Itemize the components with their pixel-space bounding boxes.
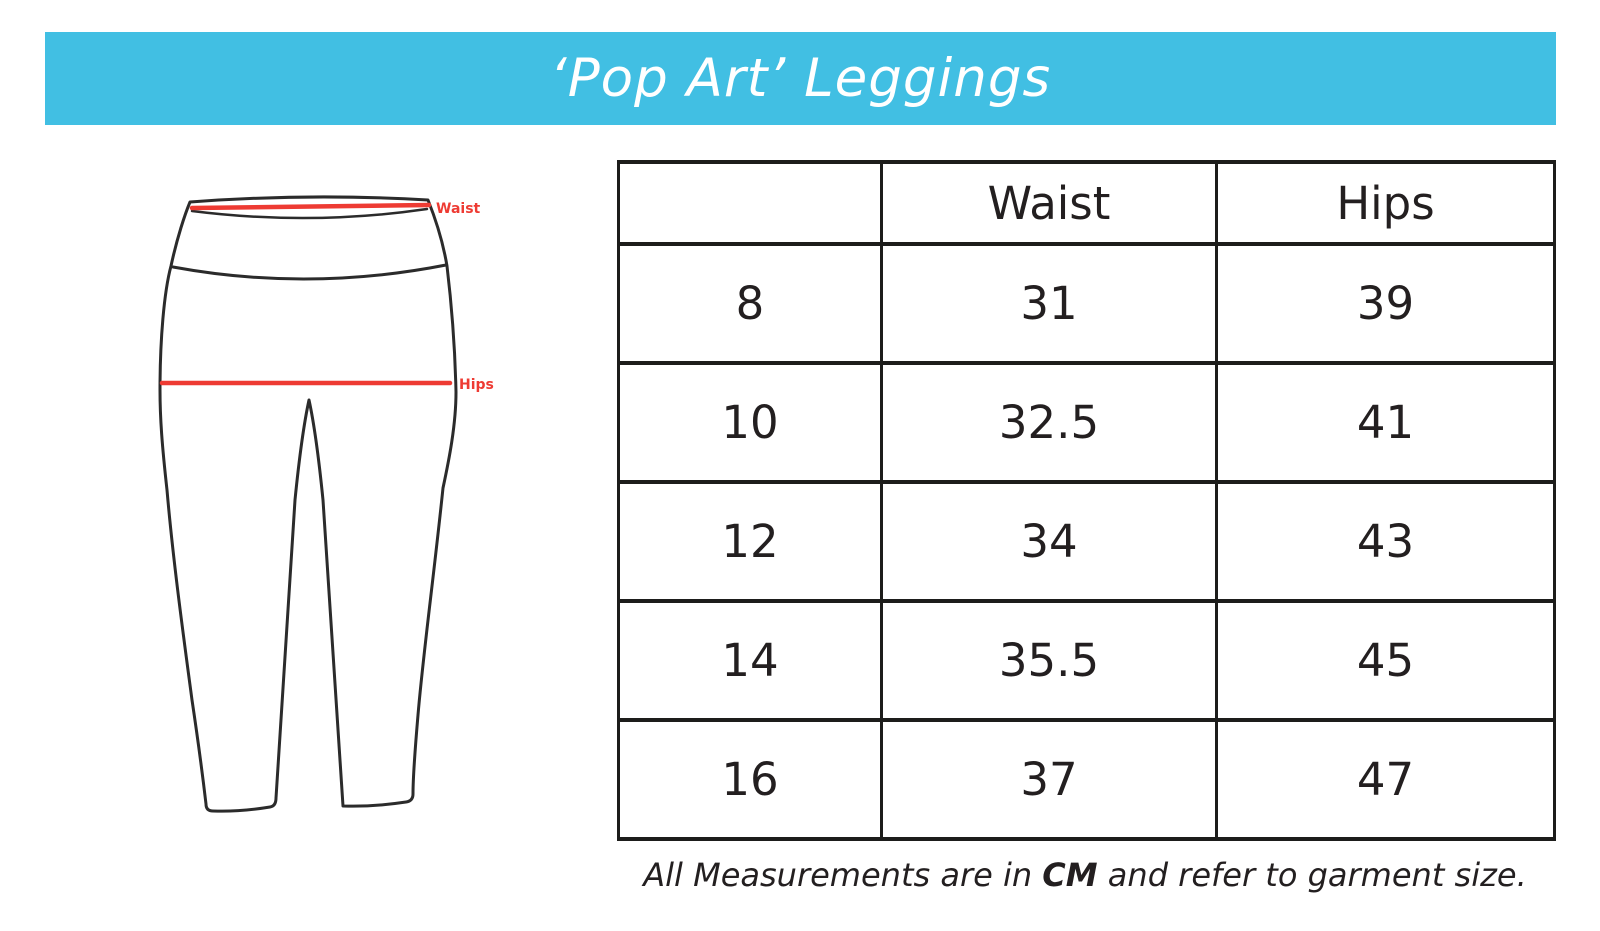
waistband-seam [171, 263, 448, 281]
header-row: Waist Hips [617, 160, 1556, 246]
size-cell: 10 [617, 361, 883, 484]
waistband-inner-line [190, 207, 429, 220]
table-row-size-16: 16 37 47 [617, 718, 1556, 841]
size-cell: 12 [617, 480, 883, 603]
waist-cell: 37 [880, 718, 1218, 841]
size-table-header: Waist Hips [617, 160, 1556, 246]
table-row-size-8: 8 31 39 [617, 242, 1556, 365]
waist-column-header: Waist [880, 160, 1218, 246]
note-prefix: All Measurements are in [643, 856, 1033, 894]
hips-label: Hips [459, 377, 494, 393]
leggings-diagram: Waist Hips [158, 195, 494, 813]
note-suffix: and refer to garment size. [1107, 856, 1527, 894]
size-cell: 14 [617, 599, 883, 722]
hips-cell: 39 [1215, 242, 1556, 365]
waist-measure-line [189, 202, 432, 211]
waist-cell: 31 [880, 242, 1218, 365]
waist-cell: 32.5 [880, 361, 1218, 484]
hips-cell: 45 [1215, 599, 1556, 722]
size-column-header [617, 160, 883, 246]
size-cell: 8 [617, 242, 883, 365]
page-title: ‘Pop Art’ Leggings [549, 48, 1052, 109]
waist-cell: 35.5 [880, 599, 1218, 722]
leggings-outline [158, 195, 458, 813]
size-cell: 16 [617, 718, 883, 841]
waist-cell: 34 [880, 480, 1218, 603]
size-table: Waist Hips 8 31 39 10 32.5 41 12 34 43 1… [617, 160, 1556, 841]
table-row-size-14: 14 35.5 45 [617, 599, 1556, 722]
hips-cell: 47 [1215, 718, 1556, 841]
table-row-size-10: 10 32.5 41 [617, 361, 1556, 484]
measurement-note: All Measurements are in CM and refer to … [617, 856, 1553, 894]
title-banner: ‘Pop Art’ Leggings [45, 32, 1556, 125]
hips-cell: 41 [1215, 361, 1556, 484]
note-unit: CM [1042, 856, 1098, 894]
table-row-size-12: 12 34 43 [617, 480, 1556, 603]
waist-label: Waist [436, 201, 481, 217]
size-table-body: 8 31 39 10 32.5 41 12 34 43 14 35.5 45 1… [617, 242, 1556, 841]
hips-column-header: Hips [1215, 160, 1556, 246]
hips-cell: 43 [1215, 480, 1556, 603]
